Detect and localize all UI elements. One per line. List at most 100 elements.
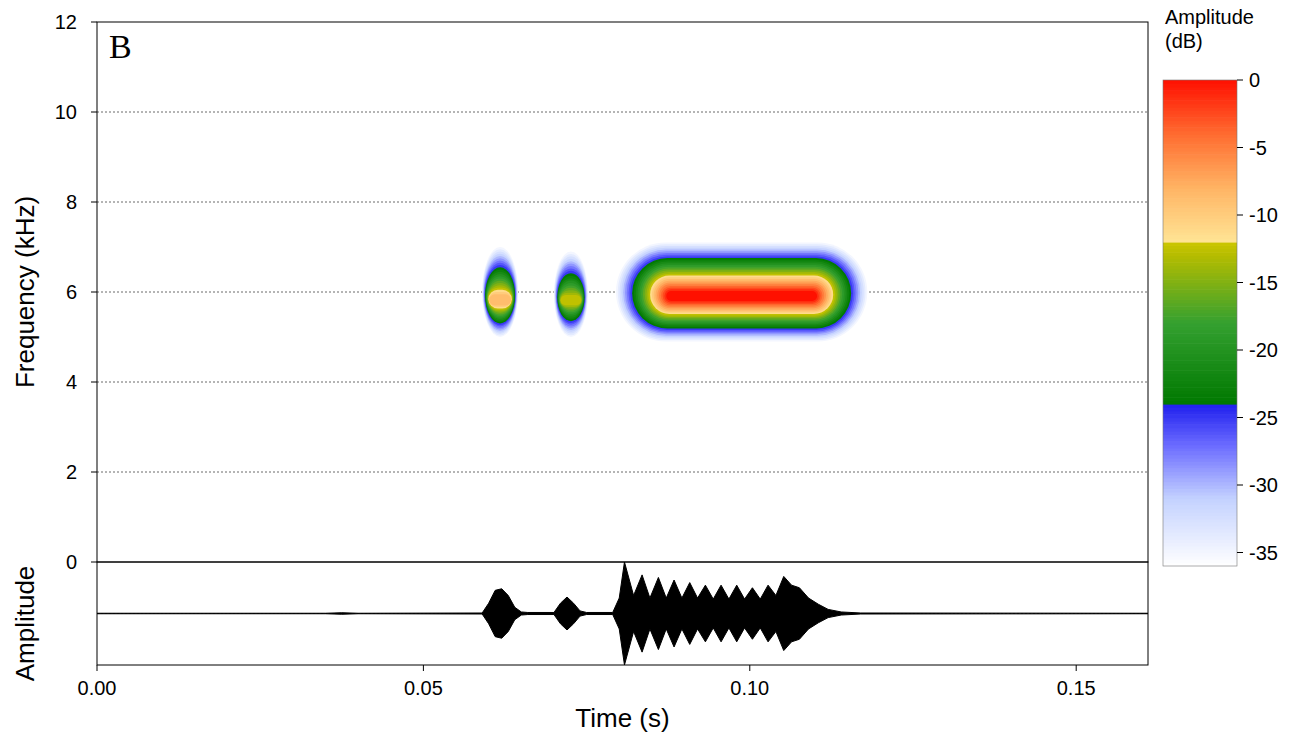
tick (91, 112, 97, 113)
colorbar-tick-label: -10 (1249, 204, 1278, 226)
tick-label: 2 (66, 461, 77, 483)
tick (91, 292, 97, 293)
colorbar-swatch (1163, 80, 1237, 84)
syllable-contour (639, 265, 844, 323)
syllable-contour (483, 252, 518, 335)
syllable-contour (482, 247, 518, 337)
colorbar-frame (1163, 80, 1237, 566)
syllable-contour (627, 253, 857, 333)
colorbar-tick-label: -35 (1249, 542, 1278, 564)
plot-frame (97, 22, 1148, 562)
syllable-contour (555, 261, 586, 330)
syllable-contour (555, 256, 587, 333)
tick (97, 665, 98, 671)
colorbar-tick (1237, 485, 1243, 486)
colorbar-tick-label: -20 (1249, 339, 1278, 361)
syllable-contour (664, 289, 818, 302)
syllable-contour (554, 254, 587, 335)
syllable-contour (648, 274, 835, 316)
syllable-contour (654, 279, 830, 311)
syllable-contour (625, 251, 858, 334)
grid-line (97, 382, 1148, 383)
colorbar-tick (1237, 80, 1243, 81)
syllable-contour (559, 288, 582, 311)
syllable-contour (483, 254, 517, 333)
syllable-contour (484, 261, 516, 329)
grid-line (97, 202, 1148, 203)
tick-label: 0.10 (730, 677, 769, 699)
syllable-contour (655, 281, 827, 310)
tick (91, 472, 97, 473)
syllable-contour (620, 246, 864, 339)
syllable-contour (643, 269, 840, 320)
syllable-contour (486, 276, 513, 317)
tick (1076, 665, 1077, 671)
syllable-contour (641, 267, 842, 321)
syllable-contour (487, 279, 514, 317)
grid-line (97, 472, 1148, 473)
syllable-contour (484, 263, 515, 327)
syllable-contour (555, 259, 587, 332)
tick-label: 4 (66, 371, 77, 393)
syllable-contour (489, 294, 511, 305)
axis-title: Frequency (kHz) (10, 196, 40, 388)
syllable-contour (618, 244, 866, 340)
syllable-contour (489, 292, 512, 307)
axis-title: Amplitude (10, 566, 40, 682)
spectrogram-marks (482, 243, 867, 342)
syllable-contour (623, 249, 860, 335)
tick-label: 0.00 (78, 677, 117, 699)
waveform (97, 562, 1148, 665)
syllable-contour (557, 271, 585, 323)
syllable-contour (557, 273, 584, 321)
syllable-contour (483, 256, 516, 331)
colorbar-title-line: (dB) (1165, 30, 1203, 52)
grid-line (97, 112, 1148, 113)
colorbar-tick (1237, 147, 1243, 148)
syllable-contour (629, 255, 855, 332)
waveform-marks (97, 562, 1148, 665)
syllable-contour (652, 277, 832, 312)
colorbar-tick-label: -25 (1249, 407, 1278, 429)
syllable-contour (636, 262, 848, 326)
syllable-contour (646, 272, 836, 317)
colorbar-tick (1237, 417, 1243, 418)
syllable-contour (560, 293, 581, 307)
syllable-contour (485, 270, 514, 323)
syllable-contour (659, 284, 824, 307)
tick-label: 0.15 (1057, 677, 1096, 699)
syllable-contour (487, 281, 513, 315)
syllable-contour (634, 260, 849, 327)
colorbar-tick-label: -30 (1249, 474, 1278, 496)
syllable-contour (556, 266, 586, 326)
syllable-contour (638, 263, 846, 324)
syllable-contour (650, 275, 833, 314)
syllable-contour (486, 272, 515, 321)
syllable-contour (484, 258, 517, 329)
tick (749, 665, 750, 671)
syllable-contour (486, 274, 514, 319)
tick (91, 22, 97, 23)
syllable-contour (561, 295, 582, 305)
syllable-contour (661, 286, 823, 305)
axis-title: Time (s) (575, 703, 669, 733)
tick-label: 10 (55, 101, 77, 123)
colorbar-tick-label: -5 (1249, 137, 1267, 159)
colorbar-tick (1237, 215, 1243, 216)
tick (91, 202, 97, 203)
syllable-contour (663, 288, 821, 304)
colorbar-tick (1237, 350, 1243, 351)
syllable-contour (657, 282, 826, 308)
syllable-contour (560, 290, 582, 309)
syllable-contour (559, 285, 583, 312)
syllable-contour (482, 249, 517, 335)
syllable-contour (556, 264, 586, 329)
tick-label: 12 (55, 11, 77, 33)
colorbar-title: Amplitude(dB) (1165, 6, 1254, 52)
tick (423, 665, 424, 671)
tick-label: 0.05 (404, 677, 443, 699)
colorbar-tick-label: 0 (1249, 69, 1260, 91)
syllable-contour (558, 278, 584, 317)
syllable-contour (488, 288, 512, 311)
syllable-contour (645, 270, 839, 318)
